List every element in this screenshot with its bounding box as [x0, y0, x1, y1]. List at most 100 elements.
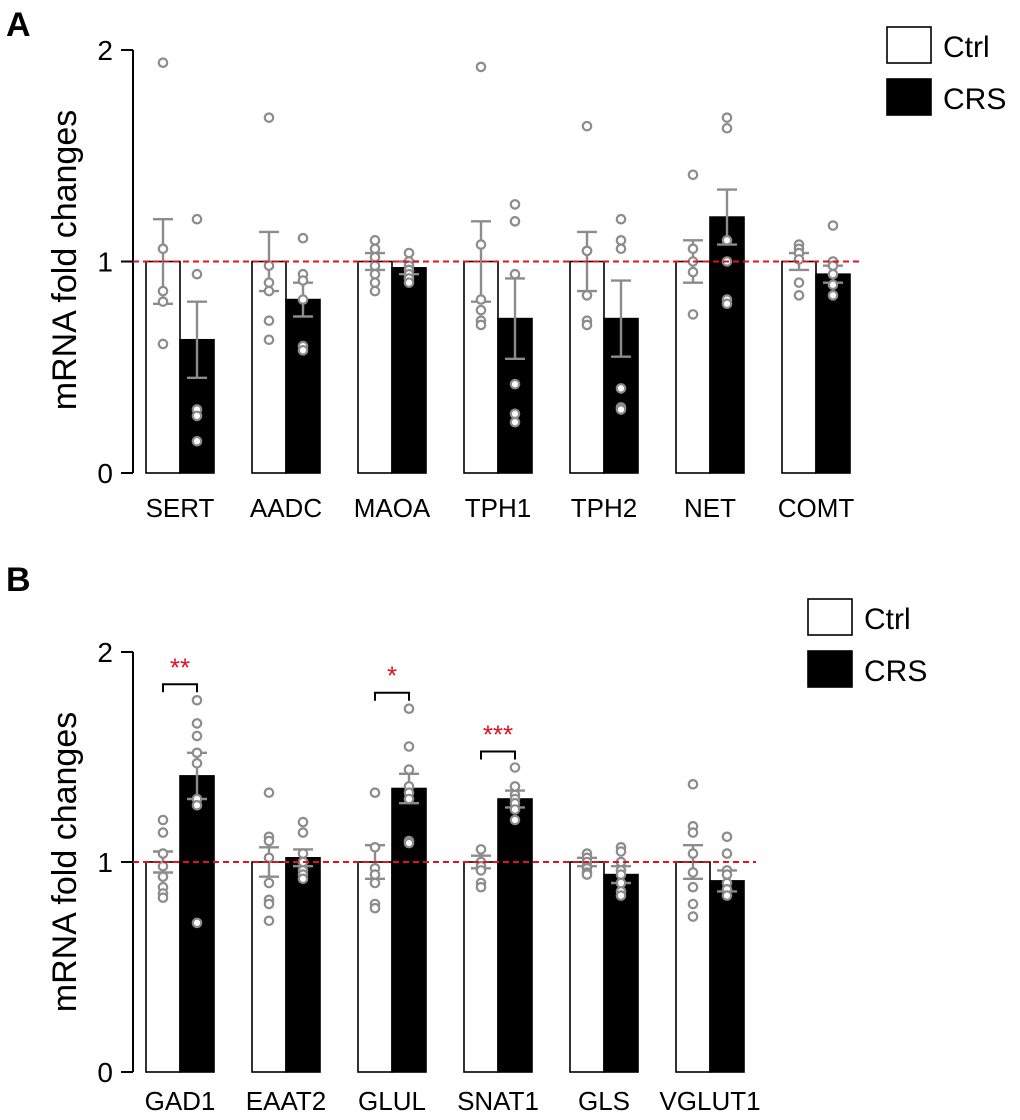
data-point: [475, 61, 487, 73]
significance-bracket: [162, 683, 198, 693]
data-point: [403, 703, 415, 714]
category-label: TPH1: [465, 493, 531, 523]
data-point: [721, 831, 733, 843]
panel-b-letter: B: [6, 561, 31, 599]
data-point: [369, 285, 381, 297]
data-point: [687, 898, 699, 910]
data-point: [263, 898, 275, 910]
data-point: [827, 290, 839, 301]
data-point: [369, 251, 381, 263]
category-label: EAAT2: [246, 1086, 326, 1116]
data-point: [615, 213, 627, 225]
data-point: [615, 404, 627, 415]
significance-label: *: [387, 661, 397, 691]
data-point: [369, 877, 381, 889]
data-point: [687, 243, 699, 255]
data-point: [157, 338, 169, 350]
data-point: [263, 112, 275, 123]
data-point: [263, 915, 275, 927]
data-point: [615, 383, 627, 394]
data-point: [687, 881, 699, 893]
data-point: [827, 279, 839, 291]
data-point: [369, 235, 381, 246]
data-point: [263, 334, 275, 346]
bar-crs-comt: [815, 273, 851, 474]
data-point: [369, 277, 381, 288]
data-point: [509, 268, 521, 280]
data-point: [297, 345, 309, 356]
legend-swatch-ctrl: [807, 598, 853, 636]
data-point: [827, 220, 839, 231]
data-point: [403, 764, 415, 775]
bar-crs-glul: [391, 787, 427, 1073]
data-point: [157, 285, 169, 297]
category-label: COMT: [778, 493, 855, 523]
data-point: [721, 869, 733, 880]
legend-label-ctrl: Ctrl: [864, 603, 911, 636]
data-point: [263, 852, 275, 864]
data-point: [475, 881, 487, 893]
category-label: GAD1: [145, 1086, 216, 1116]
data-point: [297, 816, 309, 828]
data-point: [721, 122, 733, 134]
data-point: [475, 844, 487, 855]
data-point: [157, 860, 169, 872]
data-point: [827, 268, 839, 280]
data-point: [369, 841, 381, 853]
data-point: [721, 848, 733, 859]
data-point: [191, 213, 203, 225]
data-point: [403, 837, 415, 849]
data-point: [297, 294, 309, 305]
data-point: [191, 435, 203, 447]
data-point: [475, 304, 487, 316]
data-point: [687, 848, 699, 859]
data-point: [369, 787, 381, 798]
data-point: [297, 232, 309, 244]
category-label: VGLUT1: [659, 1086, 760, 1116]
data-point: [263, 260, 275, 272]
data-point: [297, 827, 309, 838]
legend-swatch-ctrl: [886, 26, 932, 64]
data-point: [369, 268, 381, 280]
data-point: [157, 57, 169, 68]
panel-a-letter: A: [6, 6, 31, 44]
data-point: [687, 309, 699, 320]
data-point: [581, 120, 593, 132]
data-point: [793, 290, 805, 301]
data-point: [615, 869, 627, 880]
data-point: [509, 199, 521, 210]
category-label: AADC: [250, 493, 322, 523]
significance-bracket: [374, 691, 410, 701]
data-point: [509, 762, 521, 773]
data-point: [157, 243, 169, 255]
data-point: [263, 787, 275, 798]
data-point: [581, 290, 593, 301]
legend-label-crs: CRS: [864, 655, 927, 688]
bar-crs-vglut1: [709, 880, 745, 1073]
significance-bracket: [480, 750, 516, 760]
legend-label-crs: CRS: [943, 83, 1006, 116]
data-point: [509, 416, 521, 428]
data-point: [687, 827, 699, 838]
data-point: [687, 169, 699, 181]
y-tick-label: 0: [97, 1057, 113, 1088]
data-point: [157, 827, 169, 838]
bar-crs-eaat2: [285, 856, 321, 1073]
data-point: [191, 757, 203, 769]
data-point: [191, 730, 203, 742]
data-point: [403, 741, 415, 752]
data-point: [721, 112, 733, 123]
data-point: [191, 747, 203, 759]
category-label: MAOA: [354, 493, 431, 523]
y-tick-label: 1: [97, 247, 113, 278]
bar-ctrl-aadc: [251, 260, 287, 474]
bar-crs-gls: [603, 873, 639, 1073]
data-point: [191, 410, 203, 422]
y-tick-label: 2: [97, 637, 113, 668]
legend-label-ctrl: Ctrl: [943, 31, 990, 64]
legend-swatch-crs: [807, 650, 853, 688]
data-point: [297, 873, 309, 885]
bar-ctrl-vglut1: [675, 861, 711, 1073]
data-point: [157, 848, 169, 859]
data-point: [615, 877, 627, 889]
